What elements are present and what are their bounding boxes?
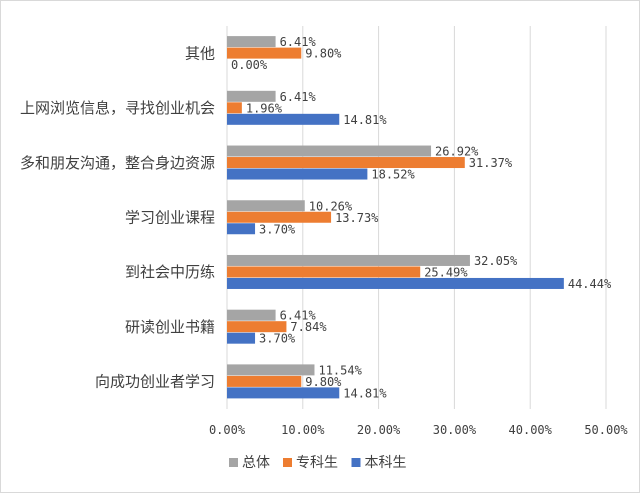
bar bbox=[227, 200, 305, 212]
data-label: 9.80% bbox=[305, 375, 342, 389]
category-label: 多和朋友沟通，整合身边资源 bbox=[20, 154, 215, 172]
category-label: 其他 bbox=[185, 44, 215, 62]
data-label: 13.73% bbox=[335, 211, 379, 225]
data-label: 25.49% bbox=[424, 265, 468, 279]
data-label: 0.00% bbox=[231, 58, 268, 72]
data-label: 3.70% bbox=[259, 332, 296, 346]
bar bbox=[227, 113, 340, 125]
bar bbox=[227, 36, 276, 48]
bar bbox=[227, 254, 470, 266]
legend-swatch bbox=[283, 458, 292, 467]
data-label: 1.96% bbox=[246, 101, 283, 115]
data-label: 31.37% bbox=[469, 156, 513, 170]
bar bbox=[227, 375, 302, 387]
legend-label: 总体 bbox=[242, 455, 270, 471]
data-label: 14.81% bbox=[343, 386, 387, 400]
x-tick-label: 50.00% bbox=[584, 423, 628, 437]
bars bbox=[227, 36, 564, 399]
category-label: 学习创业课程 bbox=[125, 209, 215, 227]
bar bbox=[227, 364, 315, 376]
data-label: 26.92% bbox=[435, 145, 479, 159]
x-tick-label: 0.00% bbox=[209, 423, 246, 437]
data-label: 11.54% bbox=[318, 363, 362, 377]
x-tick-label: 40.00% bbox=[509, 423, 553, 437]
bar bbox=[227, 47, 302, 59]
data-label: 6.41% bbox=[280, 309, 317, 323]
bar bbox=[227, 90, 276, 102]
category-labels: 其他上网浏览信息，寻找创业机会多和朋友沟通，整合身边资源学习创业课程到社会中历练… bbox=[20, 44, 215, 390]
bar bbox=[227, 266, 421, 278]
x-axis-tick-labels: 0.00% 10.00% 20.00% 30.00% 40.00% 50.00% bbox=[209, 423, 629, 437]
gridlines bbox=[226, 26, 607, 409]
bar bbox=[227, 211, 332, 223]
data-label: 18.52% bbox=[371, 168, 415, 182]
bar bbox=[227, 102, 242, 114]
category-label: 研读创业书籍 bbox=[125, 318, 215, 336]
legend-swatch bbox=[351, 458, 361, 467]
bar bbox=[227, 277, 564, 289]
bar bbox=[227, 321, 287, 333]
bar bbox=[227, 223, 256, 235]
data-label: 44.44% bbox=[568, 277, 612, 291]
x-tick-label: 30.00% bbox=[433, 423, 477, 437]
category-label: 到社会中历练 bbox=[125, 263, 215, 281]
legend: 总体 专科生 本科生 bbox=[229, 455, 407, 471]
data-label: 10.26% bbox=[309, 199, 353, 213]
category-label: 上网浏览信息，寻找创业机会 bbox=[20, 99, 215, 117]
bar bbox=[227, 387, 340, 399]
x-tick-label: 20.00% bbox=[357, 423, 401, 437]
data-label: 6.41% bbox=[280, 35, 317, 49]
bar bbox=[227, 157, 465, 169]
data-label: 3.70% bbox=[259, 222, 296, 236]
data-label: 32.05% bbox=[474, 254, 518, 268]
data-label: 6.41% bbox=[280, 90, 317, 104]
x-tick-label: 10.00% bbox=[281, 423, 325, 437]
legend-label: 本科生 bbox=[365, 455, 407, 471]
data-label: 7.84% bbox=[290, 320, 327, 334]
bar bbox=[227, 168, 368, 180]
data-label: 14.81% bbox=[343, 113, 387, 127]
bar bbox=[227, 145, 432, 157]
bar bbox=[227, 309, 276, 321]
data-labels: 6.41%9.80%0.00%6.41%1.96%14.81%26.92%31.… bbox=[231, 35, 612, 400]
data-label: 9.80% bbox=[305, 47, 342, 61]
bar bbox=[227, 332, 256, 344]
legend-label: 专科生 bbox=[296, 455, 338, 471]
legend-swatch bbox=[229, 458, 238, 467]
category-label: 向成功创业者学习 bbox=[95, 373, 215, 391]
